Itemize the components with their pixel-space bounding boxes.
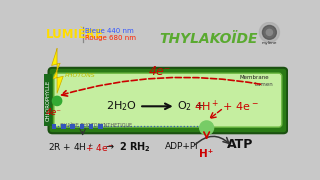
Polygon shape [52, 49, 63, 93]
Text: H⁺: H⁺ [199, 149, 214, 159]
Circle shape [200, 121, 214, 135]
Circle shape [266, 29, 273, 35]
Text: 2R + 4H$^+$: 2R + 4H$^+$ [48, 141, 93, 153]
Circle shape [262, 25, 276, 39]
Text: + 4e$^-$: + 4e$^-$ [85, 142, 115, 153]
FancyBboxPatch shape [80, 124, 84, 129]
Text: ATP: ATP [227, 138, 253, 151]
Text: 4H$^+$ + 4e$^-$: 4H$^+$ + 4e$^-$ [194, 99, 259, 114]
Text: ADP+Pi: ADP+Pi [165, 142, 199, 151]
Text: PHOTONS: PHOTONS [65, 73, 96, 78]
FancyBboxPatch shape [61, 124, 66, 129]
Text: 4e⁻: 4e⁻ [149, 65, 171, 78]
FancyBboxPatch shape [44, 74, 52, 126]
Text: Rouge 680 nm: Rouge 680 nm [85, 35, 136, 41]
Text: Membrane: Membrane [240, 75, 269, 80]
FancyBboxPatch shape [70, 124, 75, 129]
Text: LUMIÈRE: LUMIÈRE [46, 28, 104, 41]
FancyBboxPatch shape [49, 68, 287, 133]
Text: $\rightarrow$ $\mathbf{2\ RH_2}$: $\rightarrow$ $\mathbf{2\ RH_2}$ [104, 140, 150, 154]
Text: Lumen: Lumen [254, 82, 273, 87]
FancyBboxPatch shape [89, 124, 93, 129]
Text: 2H$_2$O: 2H$_2$O [106, 99, 137, 113]
FancyBboxPatch shape [54, 73, 282, 127]
Text: mylène: mylène [262, 41, 277, 45]
FancyBboxPatch shape [98, 124, 103, 129]
Circle shape [259, 22, 279, 42]
FancyBboxPatch shape [52, 124, 56, 129]
Text: Bleue 440 nm: Bleue 440 nm [85, 28, 134, 34]
Text: CHAÎNE PHOTOSYNTHETIQUE: CHAÎNE PHOTOSYNTHETIQUE [60, 122, 132, 127]
Text: O$_2$ +: O$_2$ + [177, 99, 205, 113]
Text: 4e⁻: 4e⁻ [46, 108, 62, 117]
Text: THYLAKOÏDE: THYLAKOÏDE [160, 32, 258, 46]
Circle shape [52, 96, 62, 105]
Text: CHLOROPHYLLE: CHLOROPHYLLE [46, 80, 51, 121]
